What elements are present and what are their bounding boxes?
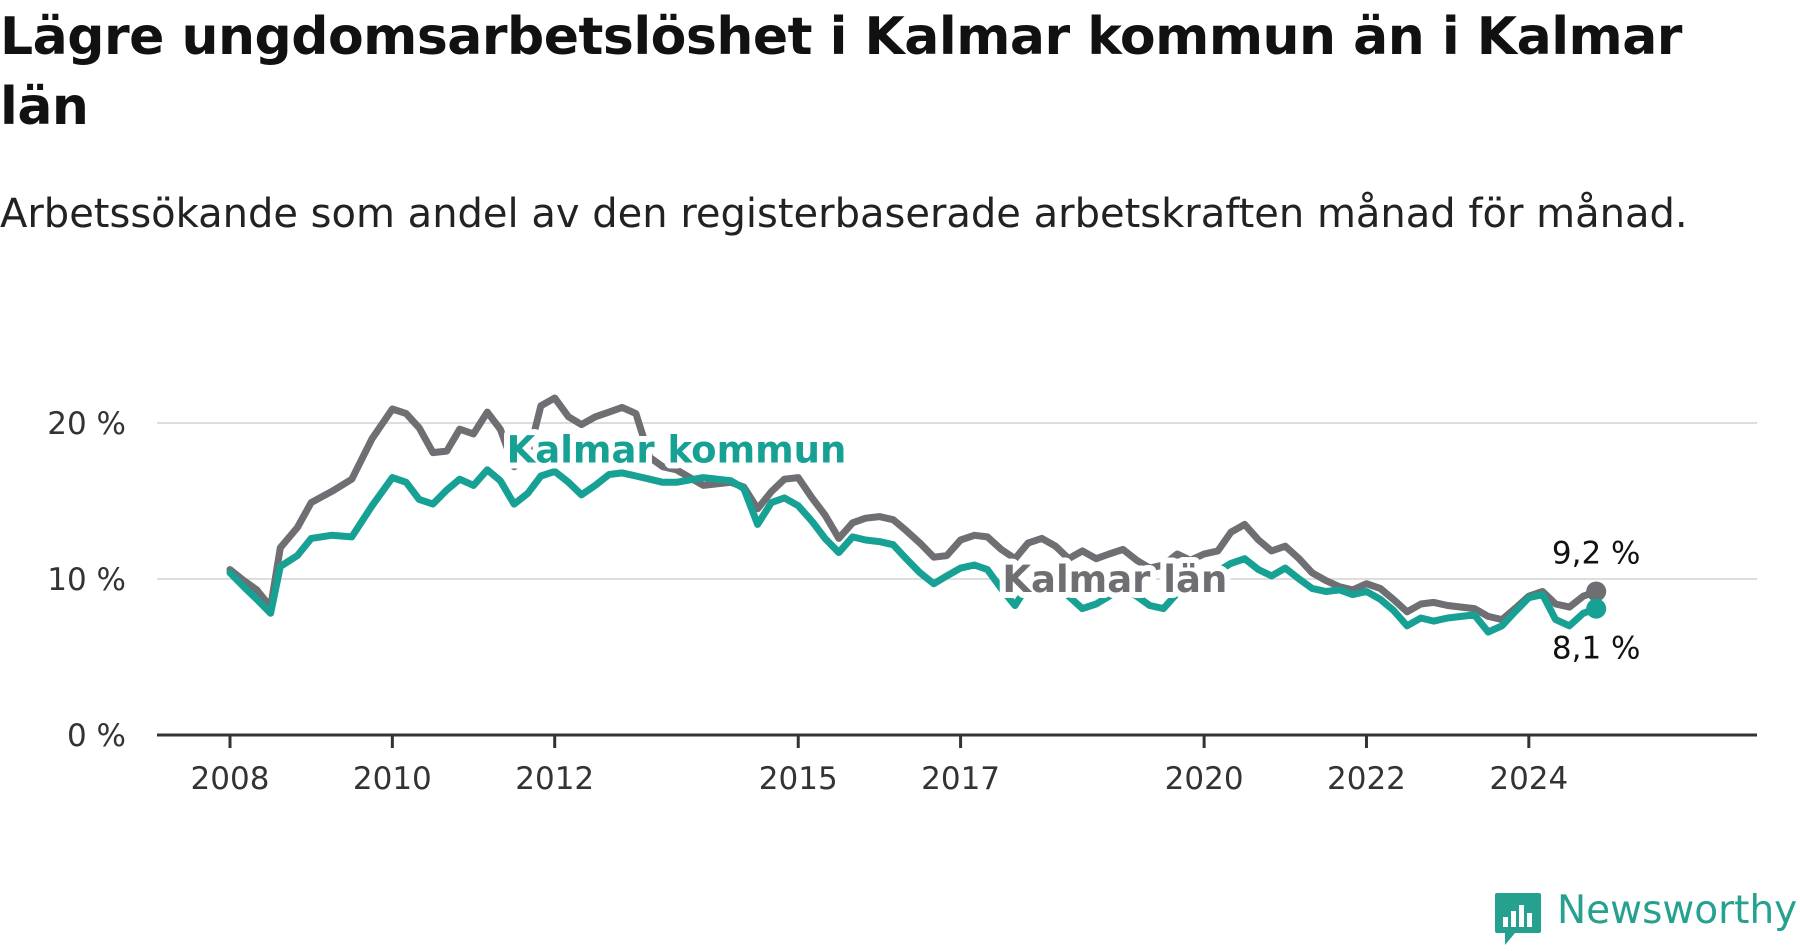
x-tick-label: 2024 [1489,761,1568,797]
series-name-label-halo: Kalmar län [1002,558,1227,601]
series-lines [226,394,1600,636]
x-tick-label: 2017 [921,761,1000,797]
end-value-label-kalmar-kommun: 8,1 % [1552,631,1641,667]
x-tick-label: 2012 [515,761,594,797]
newsworthy-logo-icon [1493,891,1543,947]
chart-labels: 9,2 %9,2 %8,1 %8,1 %Kalmar kommunKalmar … [501,423,1645,671]
series-line-kalmar-kommun [226,466,1600,636]
series-name-label-halo: Kalmar kommun [507,429,847,472]
x-tick-label: 2022 [1327,761,1406,797]
series-line-kalmar-lan [226,394,1600,624]
chart-subtitle: Arbetssökande som andel av den registerb… [0,191,1688,237]
x-tick-label: 2010 [353,761,432,797]
axes: 0 % 10 % 20 % 2008 2010 2012 2015 2017 2020 2022 2… [47,406,1757,797]
y-tick-label: 0 % [67,718,126,754]
y-tick-label: 20 % [47,406,126,442]
y-tick-label: 10 % [47,562,126,598]
end-value-label-halo: 9,2 % [1552,535,1641,571]
x-tick-label: 2008 [191,761,270,797]
newsworthy-brand: Newsworthy [1557,888,1798,933]
end-point-kalmar-lan [1586,581,1607,602]
x-tick-label: 2020 [1165,761,1244,797]
series-name-label-kalmar-kommun: Kalmar kommun [507,429,847,472]
end-value-label-kalmar-lan: 9,2 % [1552,535,1641,571]
series-name-label-kalmar-lan: Kalmar län [1002,558,1227,601]
end-point-kalmar-kommun [1586,598,1607,619]
chart-title: Lägre ungdomsarbetslöshet i Kalmar kommu… [0,7,1682,137]
end-value-label-halo: 8,1 % [1552,631,1641,667]
gridlines [157,422,1757,580]
x-tick-label: 2015 [759,761,838,797]
